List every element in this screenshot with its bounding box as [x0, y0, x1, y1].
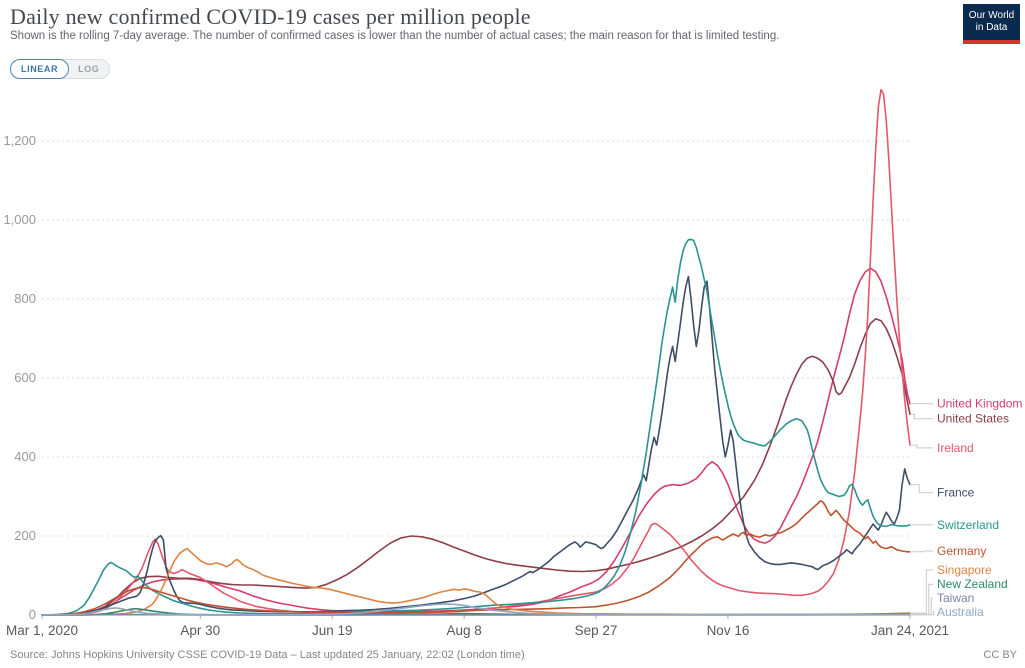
line-australia[interactable]: [41, 603, 911, 616]
scale-toggle: LINEAR LOG: [10, 59, 111, 79]
legend-connector: [910, 597, 933, 616]
line-germany[interactable]: [41, 500, 911, 616]
line-united-kingdom[interactable]: [41, 267, 911, 616]
y-tick-label: 400: [14, 449, 36, 464]
x-tick-label: Sep 27: [575, 623, 618, 638]
owid-logo-text: Our World in Data: [968, 10, 1015, 33]
source-note: Source: Johns Hopkins University CSSE CO…: [10, 649, 525, 661]
chart-subtitle: Shown is the rolling 7-day average. The …: [10, 30, 780, 42]
line-switzerland[interactable]: [41, 238, 911, 616]
legend-connector: [910, 484, 933, 494]
line-france[interactable]: [41, 275, 911, 616]
x-tick-label: Apr 30: [180, 623, 220, 638]
y-tick-label: 800: [14, 291, 36, 306]
chart-title: Daily new confirmed COVID-19 cases per m…: [10, 4, 531, 29]
legend-label-united-kingdom[interactable]: United Kingdom: [937, 397, 1022, 411]
log-button[interactable]: LOG: [78, 64, 100, 74]
legend-connector: [910, 444, 933, 449]
y-tick-label: 1,200: [3, 133, 36, 148]
series-lines: [41, 88, 911, 616]
y-tick-label: 0: [29, 607, 36, 622]
legend-label-new-zealand[interactable]: New Zealand: [937, 577, 1008, 591]
legend-label-united-states[interactable]: United States: [937, 412, 1009, 426]
legend-label-singapore[interactable]: Singapore: [937, 563, 992, 577]
legend-label-taiwan[interactable]: Taiwan: [937, 591, 974, 605]
x-tick-label: Jan 24, 2021: [871, 623, 949, 638]
legend-label-germany[interactable]: Germany: [937, 544, 986, 558]
x-tick-label: Jun 19: [312, 623, 353, 638]
legend-label-australia[interactable]: Australia: [937, 605, 984, 619]
x-tick-label: Mar 1, 2020: [6, 623, 78, 638]
x-tick-label: Nov 16: [707, 623, 750, 638]
legend-connector: [910, 413, 933, 420]
x-tick-label: Aug 8: [446, 623, 481, 638]
x-axis: Mar 1, 2020 Apr 30 Jun 19 Aug 8 Sep 27 Nov 16…: [6, 615, 949, 638]
legend-connector: [910, 583, 933, 615]
legend-label-ireland[interactable]: Ireland: [937, 441, 974, 455]
legend-label-switzerland[interactable]: Switzerland: [937, 518, 999, 532]
legend-connector: [910, 611, 935, 616]
owid-logo[interactable]: Our World in Data: [963, 4, 1020, 44]
line-ireland[interactable]: [41, 88, 911, 616]
legend-label-france[interactable]: France: [937, 486, 975, 500]
y-tick-label: 1,000: [3, 212, 36, 227]
legend-connector: [910, 569, 933, 614]
linear-button[interactable]: LINEAR: [10, 59, 70, 79]
y-tick-label: 200: [14, 528, 36, 543]
y-tick-label: 600: [14, 370, 36, 385]
line-united-states[interactable]: [41, 318, 911, 616]
legend-connector: [910, 550, 933, 553]
line-singapore[interactable]: [41, 547, 911, 616]
license-link[interactable]: CC BY: [983, 649, 1017, 661]
